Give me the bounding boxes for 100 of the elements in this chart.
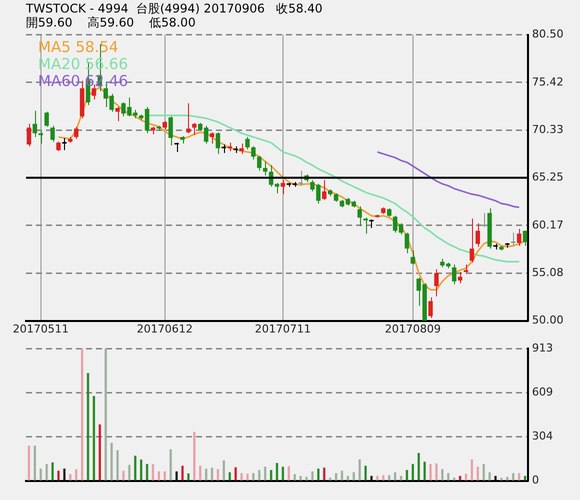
bar: [63, 468, 66, 480]
bar: [424, 462, 426, 480]
bar: [323, 468, 326, 480]
bar: [299, 476, 302, 480]
bar: [453, 478, 456, 480]
bar: [104, 348, 107, 480]
candlestick: [452, 264, 456, 285]
x-tick-label: 20170809: [384, 322, 441, 336]
bar: [329, 478, 332, 480]
bar: [512, 473, 514, 480]
bar: [222, 460, 225, 480]
bar: [394, 472, 396, 480]
bar: [334, 473, 338, 480]
y-tick-label: 609: [532, 385, 553, 398]
chart-subtitle: 開59.60 高59.60 低58.00: [26, 16, 196, 30]
y-tick-label: 55.08: [532, 266, 564, 280]
bar: [482, 464, 485, 480]
bar: [500, 478, 503, 480]
candlestick: [357, 206, 362, 227]
chart-title: TWSTOCK - 4994 台股(4994) 20170906 收58.40: [25, 1, 323, 16]
candlestick: [511, 232, 516, 246]
y-tick-label: 0: [532, 474, 539, 487]
bar: [346, 476, 349, 480]
y-tick-label: 75.42: [532, 75, 564, 88]
bar: [282, 466, 284, 480]
candlestick: [322, 180, 326, 200]
bar: [264, 466, 266, 480]
candlestick: [481, 212, 486, 228]
bar: [441, 469, 444, 480]
candlestick: [216, 132, 220, 154]
bar: [412, 464, 414, 480]
candlestick: [210, 132, 214, 144]
bar: [488, 472, 491, 480]
bar: [352, 472, 355, 480]
bar: [317, 468, 320, 480]
candlestick: [404, 232, 410, 254]
bar: [406, 470, 408, 480]
y-tick-label: 50.00: [532, 314, 564, 327]
candlestick: [458, 272, 462, 284]
bar: [69, 474, 72, 480]
candlestick: [239, 143, 244, 154]
y-tick-label: 80.50: [532, 28, 564, 41]
y-tick-label: 70.33: [532, 123, 564, 136]
candlestick: [522, 230, 528, 246]
bar: [193, 432, 196, 480]
bar: [258, 470, 260, 480]
bar: [110, 442, 113, 480]
bar: [252, 473, 255, 480]
bar: [170, 449, 172, 480]
candlestick: [363, 217, 368, 234]
bar: [34, 446, 36, 480]
bar: [98, 424, 101, 480]
y-tick-label: 60.17: [532, 218, 564, 232]
bar: [288, 466, 290, 480]
candlestick: [262, 160, 268, 176]
candlestick: [245, 136, 250, 150]
candlestick: [516, 228, 522, 246]
candlestick: [476, 222, 480, 248]
bar: [40, 468, 42, 480]
bar: [447, 473, 450, 480]
candlestick: [434, 268, 439, 297]
y-tick-label: 913: [532, 341, 553, 354]
bar: [216, 469, 220, 480]
candlestick: [32, 110, 38, 138]
bar: [388, 475, 390, 480]
candlestick: [50, 125, 55, 142]
candlestick: [74, 126, 78, 140]
bar: [181, 466, 184, 480]
candlestick: [280, 180, 286, 195]
candlestick: [186, 102, 191, 134]
x-tick-label: 20170612: [136, 322, 193, 336]
candlestick: [192, 122, 197, 136]
candlestick: [62, 137, 67, 151]
bar: [270, 470, 272, 480]
x-tick-label: 20170511: [12, 322, 69, 336]
bar: [205, 468, 208, 480]
bar: [382, 475, 384, 480]
bar: [75, 469, 78, 480]
candlestick: [56, 141, 61, 152]
x-tick-label: 20170711: [254, 322, 311, 336]
bar: [518, 473, 520, 480]
bar: [364, 466, 367, 480]
bar: [418, 452, 420, 480]
y-tick-label: 65.25: [532, 170, 564, 184]
bar: [134, 456, 136, 480]
bar: [234, 467, 237, 480]
candlestick: [257, 155, 262, 172]
y-tick-label: 304: [532, 430, 553, 443]
candlestick: [428, 296, 433, 318]
bar: [128, 464, 130, 480]
bar: [240, 473, 243, 480]
candlestick: [174, 142, 179, 153]
candlestick: [26, 123, 32, 147]
bar: [210, 468, 214, 480]
candlestick: [410, 250, 416, 266]
candlestick: [44, 111, 49, 128]
bar: [140, 460, 142, 480]
bar: [199, 466, 202, 480]
candlestick: [115, 106, 120, 122]
bar: [228, 472, 231, 480]
